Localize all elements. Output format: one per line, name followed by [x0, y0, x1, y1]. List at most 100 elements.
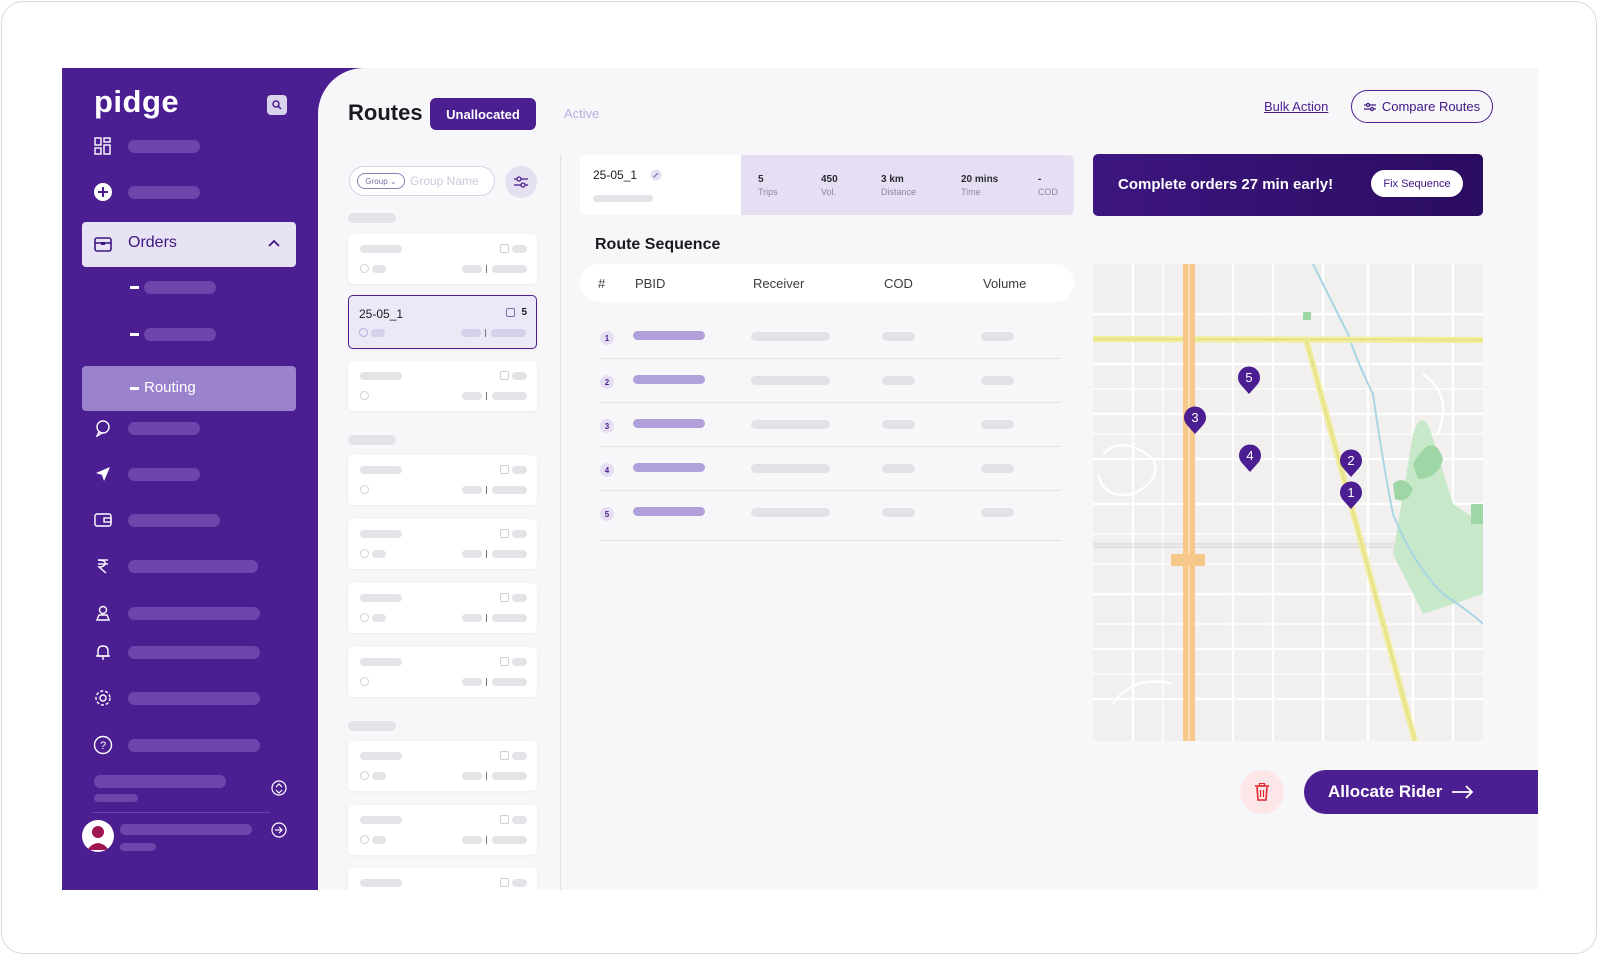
- section-placeholder: [348, 435, 396, 445]
- compare-routes-button[interactable]: Compare Routes: [1351, 90, 1493, 123]
- toggle-icon[interactable]: [271, 780, 287, 796]
- svg-text:?: ?: [100, 740, 106, 752]
- bell-icon[interactable]: [92, 641, 114, 663]
- route-sequence-title: Route Sequence: [595, 236, 721, 253]
- route-map[interactable]: 5 3 4 2 1: [1093, 264, 1483, 741]
- route-icon: [360, 771, 369, 780]
- filter-button[interactable]: [505, 166, 537, 198]
- edit-icon[interactable]: [650, 169, 662, 181]
- calendar-icon: [500, 878, 509, 887]
- sidebar-divider: [92, 812, 270, 813]
- route-card[interactable]: [348, 519, 537, 569]
- nav-placeholder: [128, 739, 260, 752]
- fix-sequence-button[interactable]: Fix Sequence: [1371, 170, 1463, 197]
- chevron-up-icon[interactable]: [268, 239, 280, 247]
- support-icon[interactable]: [92, 417, 114, 439]
- map-pin[interactable]: 4: [1237, 443, 1263, 473]
- navigation-icon[interactable]: [92, 463, 114, 485]
- rupee-icon[interactable]: [92, 555, 114, 577]
- submenu-placeholder[interactable]: [144, 281, 216, 294]
- route-summary-name: 25-05_1: [593, 168, 638, 182]
- route-icon: [360, 264, 369, 273]
- col-receiver: Receiver: [753, 276, 805, 291]
- row-number: 4: [600, 463, 614, 477]
- sidebar-item-orders[interactable]: Orders: [82, 222, 296, 267]
- group-search-input[interactable]: Group ⌄ Group Name: [349, 166, 495, 196]
- calendar-icon: [506, 308, 515, 317]
- stat-time: 20 mins Time: [961, 174, 999, 197]
- orders-icon: [94, 237, 112, 252]
- map-pin-label: 2: [1347, 453, 1354, 468]
- calendar-icon: [500, 529, 509, 538]
- route-card[interactable]: [348, 868, 537, 890]
- table-row[interactable]: 2: [599, 358, 1061, 403]
- group-filter-chip[interactable]: Group ⌄: [357, 173, 405, 189]
- route-card-count: 5: [521, 307, 527, 318]
- route-card[interactable]: [348, 361, 537, 411]
- route-card-selected[interactable]: 25-05_1 5: [348, 295, 537, 349]
- sidebar-item-label: Orders: [128, 234, 177, 251]
- route-icon: [360, 677, 369, 686]
- calendar-icon: [500, 593, 509, 602]
- tab-unallocated[interactable]: Unallocated: [430, 98, 536, 130]
- calendar-icon: [500, 657, 509, 666]
- table-row[interactable]: 1: [599, 314, 1061, 359]
- route-card[interactable]: [348, 234, 537, 284]
- nav-placeholder: [128, 692, 260, 705]
- table-row[interactable]: 3: [599, 402, 1061, 447]
- submenu-dash: [130, 333, 139, 336]
- map-pin[interactable]: 3: [1182, 405, 1208, 435]
- route-stats: 5 Trips 450 Vol. 3 km Distance 20 mins Time …: [741, 155, 1074, 215]
- route-card[interactable]: [348, 647, 537, 697]
- group-search-placeholder: Group Name: [410, 174, 479, 188]
- route-summary-subtitle: [593, 195, 653, 202]
- stat-volume: 450 Vol.: [821, 174, 838, 197]
- bulk-action-link[interactable]: Bulk Action: [1264, 99, 1329, 114]
- trash-icon: [1255, 783, 1269, 801]
- sidebar-item-routing[interactable]: Routing: [82, 366, 296, 411]
- submenu-dash: [130, 286, 139, 289]
- wallet-icon[interactable]: [92, 509, 114, 531]
- section-placeholder: [348, 213, 396, 223]
- submenu-placeholder[interactable]: [144, 328, 216, 341]
- route-summary-card: 25-05_1 5 Trips 450 Vol. 3 km Distance 20 m…: [580, 155, 1074, 215]
- stat-distance: 3 km Distance: [881, 174, 917, 197]
- route-card[interactable]: [348, 583, 537, 633]
- app-root: pidge Orders Routing: [62, 68, 1538, 890]
- dashboard-icon[interactable]: [92, 135, 114, 157]
- list-divider: [560, 155, 561, 890]
- account-placeholder: [94, 794, 138, 802]
- table-row[interactable]: 5: [599, 490, 1061, 541]
- route-card-name: 25-05_1: [359, 307, 404, 321]
- map-pin-label: 1: [1347, 485, 1354, 500]
- delete-route-button[interactable]: [1240, 770, 1284, 814]
- add-icon[interactable]: [92, 181, 114, 203]
- row-number: 5: [600, 507, 614, 521]
- table-row[interactable]: 4: [599, 446, 1061, 491]
- route-icon: [360, 613, 369, 622]
- stat-trips: 5 Trips: [758, 174, 778, 197]
- help-icon[interactable]: ?: [92, 734, 114, 756]
- map-pin[interactable]: 1: [1338, 480, 1364, 510]
- allocate-rider-button[interactable]: Allocate Rider: [1304, 770, 1538, 814]
- logout-icon[interactable]: [271, 822, 287, 838]
- sidebar-search-button[interactable]: [267, 95, 287, 115]
- user-name-placeholder: [120, 824, 252, 835]
- route-card[interactable]: [348, 455, 537, 505]
- route-icon: [360, 485, 369, 494]
- col-cod: COD: [884, 276, 913, 291]
- route-card[interactable]: [348, 741, 537, 791]
- calendar-icon: [500, 371, 509, 380]
- location-user-icon[interactable]: [92, 602, 114, 624]
- tab-active[interactable]: Active: [564, 106, 600, 121]
- map-pin[interactable]: 2: [1338, 448, 1364, 478]
- route-icon: [359, 328, 368, 337]
- route-icon: [360, 835, 369, 844]
- route-card[interactable]: [348, 805, 537, 855]
- row-number: 1: [600, 331, 614, 345]
- settings-icon[interactable]: [92, 687, 114, 709]
- map-pin[interactable]: 5: [1236, 365, 1262, 395]
- avatar[interactable]: [82, 820, 114, 852]
- filter-icon: [514, 176, 528, 188]
